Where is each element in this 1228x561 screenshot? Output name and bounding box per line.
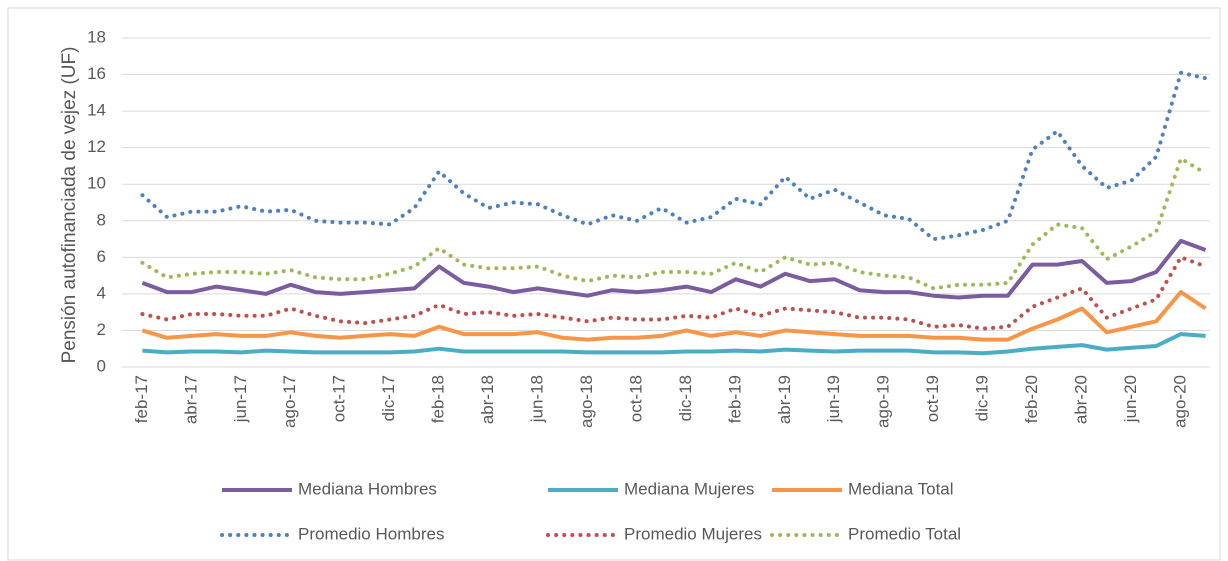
series-line xyxy=(140,70,1208,242)
x-tick-label: feb-17 xyxy=(132,375,151,423)
series-line xyxy=(141,238,1207,300)
series-line xyxy=(140,156,1208,291)
legend-label: Promedio Total xyxy=(848,524,961,543)
y-tick-label: 16 xyxy=(87,64,106,83)
x-tick-label: feb-20 xyxy=(1022,375,1041,423)
y-tick-label: 2 xyxy=(97,320,106,339)
legend-label: Mediana Mujeres xyxy=(624,479,754,498)
y-tick-label: 6 xyxy=(97,247,106,266)
y-tick-label: 18 xyxy=(87,27,106,46)
series-line xyxy=(142,332,1206,356)
y-tick-label: 8 xyxy=(97,210,106,229)
x-tick-label: abr-18 xyxy=(478,375,497,424)
y-axis-title: Pensión autofinanciada de vejez (UF) xyxy=(59,47,80,364)
x-tick-label: feb-18 xyxy=(429,375,448,423)
y-tick-label: 4 xyxy=(97,283,106,302)
y-tick-label: 14 xyxy=(87,101,106,120)
x-tick-label: ago-20 xyxy=(1170,375,1189,428)
x-tick-label: abr-19 xyxy=(775,375,794,424)
x-tick-label: jun-17 xyxy=(231,375,250,423)
series-line xyxy=(141,290,1207,342)
x-tick-label: dic-19 xyxy=(973,375,992,421)
x-tick-label: dic-17 xyxy=(379,375,398,421)
x-tick-label: oct-18 xyxy=(626,375,645,422)
x-tick-label: jun-18 xyxy=(527,375,546,423)
x-tick-label: feb-19 xyxy=(725,375,744,423)
legend-label: Mediana Total xyxy=(848,479,954,498)
y-tick-label: 0 xyxy=(97,356,106,375)
legend-label: Mediana Hombres xyxy=(298,479,437,498)
series-line xyxy=(140,255,1208,331)
x-tick-label: ago-19 xyxy=(874,375,893,428)
chart-border xyxy=(7,7,1221,561)
y-tick-label: 10 xyxy=(87,174,106,193)
legend-label: Promedio Mujeres xyxy=(624,524,762,543)
x-tick-label: abr-17 xyxy=(181,375,200,424)
x-tick-label: ago-17 xyxy=(280,375,299,428)
x-tick-label: ago-18 xyxy=(577,375,596,428)
x-tick-label: oct-17 xyxy=(330,375,349,422)
x-tick-label: dic-18 xyxy=(676,375,695,421)
y-tick-label: 12 xyxy=(87,137,106,156)
x-tick-label: oct-19 xyxy=(923,375,942,422)
x-tick-label: jun-19 xyxy=(824,375,843,423)
x-tick-label: jun-20 xyxy=(1121,375,1140,423)
x-tick-label: abr-20 xyxy=(1071,375,1090,424)
legend-label: Promedio Hombres xyxy=(298,524,444,543)
